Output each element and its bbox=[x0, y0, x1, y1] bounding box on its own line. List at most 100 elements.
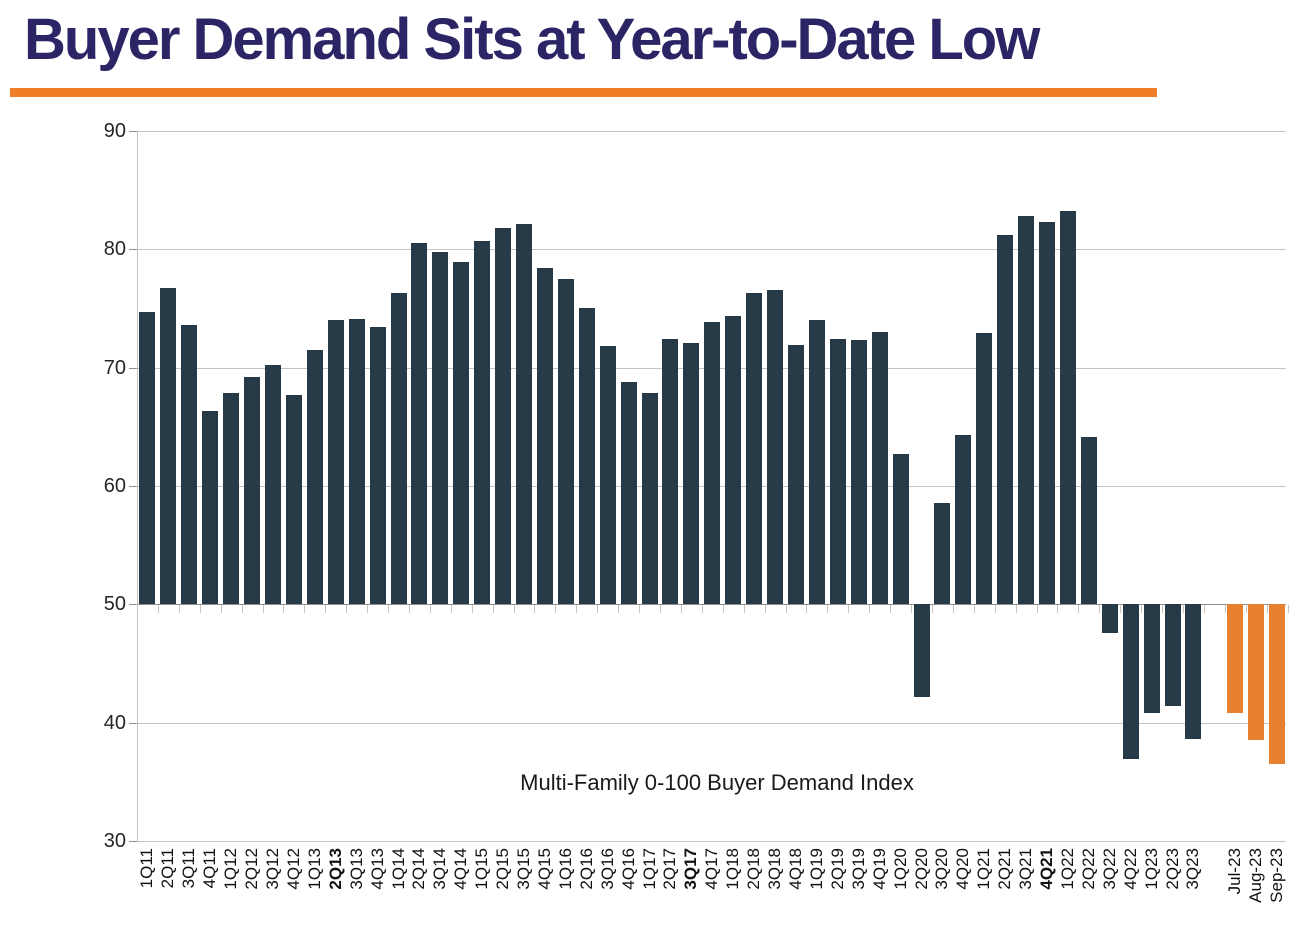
bar-1Q17 bbox=[641, 392, 658, 605]
bar-1Q22 bbox=[1059, 211, 1076, 605]
bar-2Q19 bbox=[829, 339, 846, 605]
x-axis-label-2Q17: 2Q17 bbox=[660, 848, 680, 890]
bar-3Q18 bbox=[767, 289, 784, 605]
bar-2Q14 bbox=[411, 243, 428, 605]
y-axis-label: 70 bbox=[103, 356, 126, 379]
category-axis-tick bbox=[283, 605, 285, 613]
x-axis-label-2Q19: 2Q19 bbox=[827, 848, 847, 890]
category-axis-tick bbox=[471, 605, 473, 613]
category-axis-tick bbox=[994, 605, 996, 613]
x-axis-label-4Q17: 4Q17 bbox=[702, 848, 722, 890]
category-axis-tick bbox=[325, 605, 327, 613]
category-axis-tick bbox=[157, 605, 159, 613]
x-axis-label-4Q18: 4Q18 bbox=[785, 848, 805, 890]
category-axis-tick bbox=[1141, 605, 1143, 613]
bar-3Q12 bbox=[264, 365, 281, 605]
bar-1Q14 bbox=[390, 293, 407, 605]
x-axis-label-2Q21: 2Q21 bbox=[995, 848, 1015, 890]
x-axis-label-1Q23: 1Q23 bbox=[1141, 848, 1161, 890]
x-axis-label-1Q22: 1Q22 bbox=[1057, 848, 1077, 890]
category-axis-tick bbox=[1099, 605, 1101, 613]
x-axis-label-4Q14: 4Q14 bbox=[451, 848, 471, 890]
y-axis-label: 50 bbox=[103, 593, 126, 616]
x-axis-label-3Q21: 3Q21 bbox=[1016, 848, 1036, 890]
category-axis-tick bbox=[367, 605, 369, 613]
category-axis-tick bbox=[869, 605, 871, 613]
bar-4Q15 bbox=[536, 268, 553, 605]
bar-3Q19 bbox=[850, 340, 867, 605]
x-axis-label-2Q23: 2Q23 bbox=[1162, 848, 1182, 890]
gridline bbox=[137, 722, 1286, 724]
x-axis-label-3Q12: 3Q12 bbox=[262, 848, 282, 890]
category-axis-tick bbox=[492, 605, 494, 613]
x-axis-label-1Q20: 1Q20 bbox=[890, 848, 910, 890]
y-axis-tick bbox=[129, 249, 137, 251]
bar-2Q16 bbox=[578, 308, 595, 605]
bar-2Q15 bbox=[495, 228, 512, 605]
x-axis-label-1Q12: 1Q12 bbox=[221, 848, 241, 890]
x-axis-label-1Q18: 1Q18 bbox=[723, 848, 743, 890]
y-axis-label: 30 bbox=[103, 829, 126, 852]
y-axis-line bbox=[137, 131, 138, 841]
bar-2Q23 bbox=[1164, 604, 1181, 707]
category-axis-tick bbox=[952, 605, 954, 613]
x-axis-label-1Q14: 1Q14 bbox=[388, 848, 408, 890]
category-axis-tick bbox=[1036, 605, 1038, 613]
bar-2Q13 bbox=[327, 320, 344, 605]
bar-3Q11 bbox=[181, 325, 198, 605]
category-axis-tick bbox=[680, 605, 682, 613]
category-axis-tick bbox=[1015, 605, 1017, 613]
x-axis-label-1Q21: 1Q21 bbox=[974, 848, 994, 890]
category-axis-tick bbox=[1057, 605, 1059, 613]
x-axis-label-3Q13: 3Q13 bbox=[346, 848, 366, 890]
category-axis-tick bbox=[911, 605, 913, 613]
y-axis-tick bbox=[129, 722, 137, 724]
x-axis-label-1Q13: 1Q13 bbox=[304, 848, 324, 890]
bar-4Q18 bbox=[787, 345, 804, 605]
bar-2Q20 bbox=[913, 604, 930, 697]
x-axis-label-4Q11: 4Q11 bbox=[200, 848, 220, 889]
bar-2Q12 bbox=[244, 377, 261, 605]
category-axis-tick bbox=[555, 605, 557, 613]
category-axis-tick bbox=[429, 605, 431, 613]
x-axis-label-3Q19: 3Q19 bbox=[848, 848, 868, 890]
category-axis-tick bbox=[450, 605, 452, 613]
category-axis-tick bbox=[178, 605, 180, 613]
bar-4Q13 bbox=[369, 327, 386, 605]
bar-1Q11 bbox=[139, 312, 156, 605]
x-axis-label-2Q14: 2Q14 bbox=[409, 848, 429, 890]
category-axis-tick bbox=[1287, 605, 1289, 613]
x-axis-label-4Q19: 4Q19 bbox=[869, 848, 889, 890]
category-axis-tick bbox=[618, 605, 620, 613]
x-axis-label-Aug-23: Aug-23 bbox=[1246, 848, 1266, 903]
x-axis-label-3Q15: 3Q15 bbox=[514, 848, 534, 890]
y-axis-label: 40 bbox=[103, 711, 126, 734]
bar-3Q21 bbox=[1018, 216, 1035, 605]
y-axis-label: 80 bbox=[103, 238, 126, 261]
category-axis-tick bbox=[973, 605, 975, 613]
x-axis-label-4Q16: 4Q16 bbox=[618, 848, 638, 890]
x-axis-label-2Q20: 2Q20 bbox=[911, 848, 931, 890]
bar-1Q23 bbox=[1143, 604, 1160, 714]
y-axis-tick bbox=[129, 131, 137, 132]
bar-4Q20 bbox=[955, 435, 972, 605]
bar-1Q20 bbox=[892, 454, 909, 605]
category-axis-tick bbox=[743, 605, 745, 613]
x-axis-label-2Q13: 2Q13 bbox=[325, 848, 345, 890]
category-axis-tick bbox=[827, 605, 829, 613]
category-axis-tick bbox=[722, 605, 724, 613]
x-axis-label-Jul-23: Jul-23 bbox=[1225, 848, 1245, 895]
gridline bbox=[137, 249, 1286, 251]
x-axis-label-3Q11: 3Q11 bbox=[179, 848, 199, 889]
bar-3Q16 bbox=[599, 346, 616, 605]
y-axis-tick bbox=[129, 840, 137, 842]
x-axis-label-4Q20: 4Q20 bbox=[953, 848, 973, 890]
y-axis-label: 90 bbox=[103, 120, 126, 142]
bar-4Q22 bbox=[1122, 604, 1139, 760]
category-axis-tick bbox=[785, 605, 787, 613]
x-axis-label-4Q15: 4Q15 bbox=[534, 848, 554, 890]
bar-Sep-23 bbox=[1269, 604, 1286, 765]
category-axis-tick bbox=[199, 605, 201, 613]
y-axis-tick bbox=[129, 604, 137, 606]
